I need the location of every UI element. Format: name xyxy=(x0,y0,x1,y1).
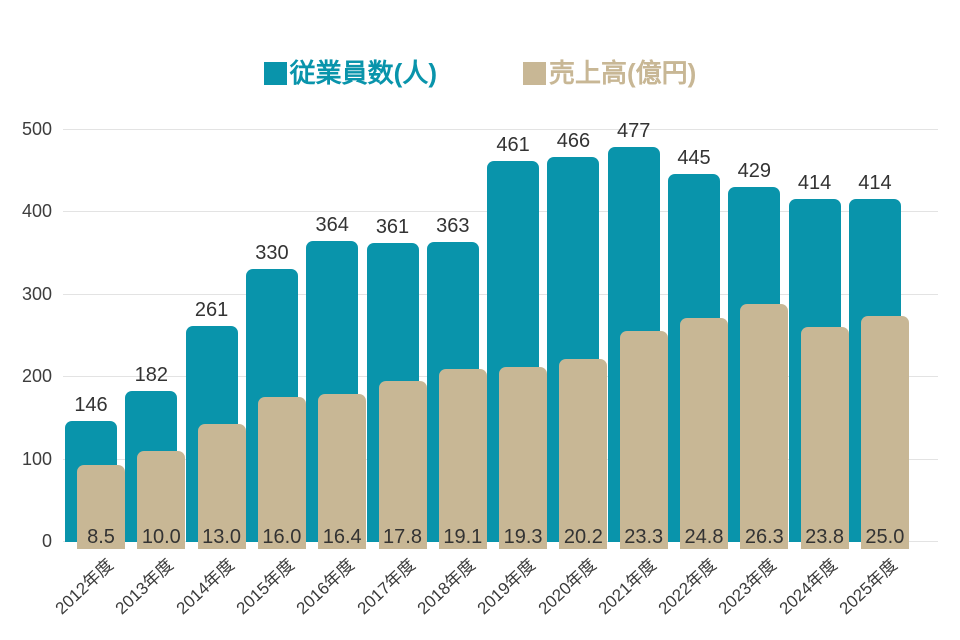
employees-value-label: 364 xyxy=(315,213,349,236)
x-axis-label: 2021年度 xyxy=(594,555,660,619)
sales-value-label: 13.0 xyxy=(202,526,242,548)
x-axis-label: 2018年度 xyxy=(413,555,480,619)
y-axis-tick-label: 0 xyxy=(41,531,52,551)
employees-value-label: 466 xyxy=(556,129,591,152)
x-axis-label: 2022年度 xyxy=(654,555,721,619)
sales-value-label: 17.8 xyxy=(383,526,422,548)
legend-swatch-icon xyxy=(263,61,287,85)
employees-value-label: 477 xyxy=(617,120,651,143)
sales-bar xyxy=(740,304,789,549)
sales-bar xyxy=(77,464,125,549)
sales-bar xyxy=(137,451,186,549)
employees-value-label: 429 xyxy=(737,160,771,183)
chart-legend: 従業員数(人) 売上高(億円) xyxy=(0,57,960,89)
employees-value-label: 261 xyxy=(194,298,229,321)
legend-swatch-icon xyxy=(523,61,546,85)
sales-value-label: 26.3 xyxy=(744,526,784,548)
sales-bar xyxy=(559,359,608,549)
y-axis-tick-label: 200 xyxy=(21,366,52,386)
employees-value-label: 363 xyxy=(436,214,470,237)
sales-bar xyxy=(257,397,306,549)
employees-value-label: 445 xyxy=(677,146,711,169)
sales-value-label: 10.0 xyxy=(141,526,181,548)
gridline xyxy=(63,128,938,130)
x-axis-label: 2023年度 xyxy=(715,555,781,619)
sales-bar xyxy=(197,424,246,549)
sales-value-label: 25.0 xyxy=(865,526,905,548)
x-axis-label: 2024年度 xyxy=(775,555,841,619)
x-axis-label: 2017年度 xyxy=(353,555,419,619)
y-axis-tick-label: 500 xyxy=(21,118,52,139)
x-axis-label: 2016年度 xyxy=(292,555,359,619)
sales-bar xyxy=(860,316,909,549)
x-axis-label: 2013年度 xyxy=(112,555,178,619)
x-axis-label: 2014年度 xyxy=(172,555,238,619)
sales-bar xyxy=(318,393,367,549)
sales-value-label: 19.3 xyxy=(503,526,543,548)
sales-value-label: 19.1 xyxy=(443,526,483,548)
x-axis-label: 2012年度 xyxy=(51,555,118,619)
legend-item-employees: 従業員数(人) xyxy=(263,57,437,89)
sales-bar xyxy=(619,331,668,549)
employees-value-label: 330 xyxy=(255,241,289,264)
employees-value-label: 361 xyxy=(375,216,410,239)
employees-value-label: 461 xyxy=(496,133,530,156)
sales-value-label: 16.4 xyxy=(322,526,362,548)
x-axis-label: 2020年度 xyxy=(534,555,600,619)
sales-value-label: 8.5 xyxy=(87,526,115,548)
sales-value-label: 16.0 xyxy=(262,526,302,548)
employees-value-label: 146 xyxy=(74,393,108,416)
y-axis-tick-label: 300 xyxy=(21,283,52,304)
legend-label: 従業員数(人) xyxy=(289,58,437,88)
x-axis-label: 2015年度 xyxy=(232,555,299,619)
legend-item-sales: 売上高(億円) xyxy=(523,57,696,89)
sales-bar xyxy=(378,380,427,549)
employees-value-label: 414 xyxy=(797,172,832,195)
x-axis-label: 2025年度 xyxy=(835,555,902,619)
sales-value-label: 23.8 xyxy=(805,526,845,548)
sales-value-label: 20.2 xyxy=(563,526,603,548)
employees-value-label: 414 xyxy=(858,172,892,195)
sales-value-label: 23.3 xyxy=(624,526,664,548)
legend-label: 売上高(億円) xyxy=(549,58,697,88)
sales-bar xyxy=(800,326,849,549)
y-axis-tick-label: 100 xyxy=(21,448,52,469)
sales-bar xyxy=(499,367,548,549)
x-axis-label: 2019年度 xyxy=(473,555,540,619)
employees-value-label: 182 xyxy=(134,363,168,386)
sales-bar xyxy=(438,369,487,549)
sales-bar xyxy=(680,317,728,549)
sales-value-label: 24.8 xyxy=(684,526,724,548)
y-axis-tick-label: 400 xyxy=(21,201,52,221)
